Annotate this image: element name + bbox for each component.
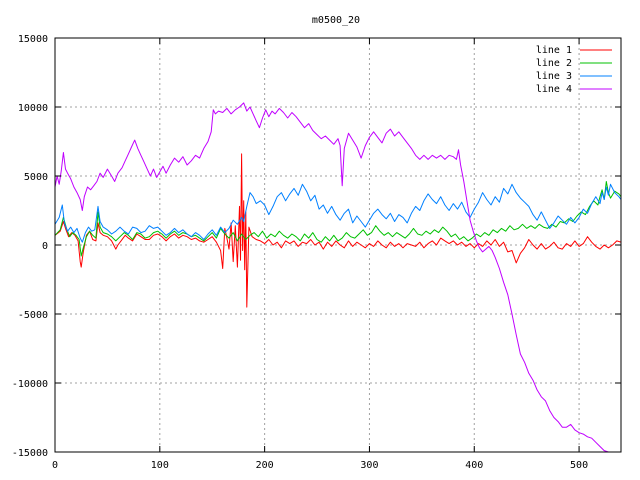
series-lines [55,102,621,452]
y-tick-label: -15000 [12,448,48,459]
series-line-4 [55,102,609,452]
series-line-2 [55,181,621,257]
y-tick-label: -5000 [18,310,48,321]
x-tick-label: 300 [360,460,378,471]
x-tick-label: 200 [256,460,274,471]
legend-label-3: line 3 [536,71,572,82]
chart-title: m0500_20 [312,15,360,26]
y-tick-label: 0 [42,241,48,252]
grid-lines [55,38,621,452]
y-tick-label: 10000 [18,103,48,114]
y-tick-label: -10000 [12,379,48,390]
series-line-1 [55,153,621,308]
y-tick-label: 5000 [24,172,48,183]
x-tick-label: 0 [52,460,58,471]
legend-label-4: line 4 [536,84,572,95]
x-tick-label: 100 [151,460,169,471]
axis-ticks: 0 100 200 300 400 500 -15000 -10000 -5000 0 5000 10… [12,34,621,471]
x-tick-label: 400 [465,460,483,471]
series-line-3 [55,183,621,243]
x-tick-label: 500 [570,460,588,471]
legend-label-1: line 1 [536,45,572,56]
legend-label-2: line 2 [536,58,572,69]
y-tick-label: 15000 [18,34,48,45]
legend: line 1 line 2 line 3 line 4 [536,45,612,95]
